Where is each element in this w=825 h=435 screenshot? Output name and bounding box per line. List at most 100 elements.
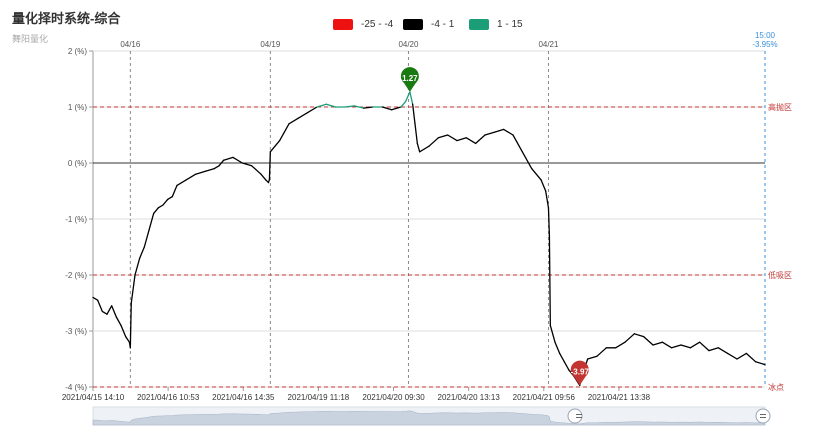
max-point-label: 1.27 — [402, 74, 418, 83]
x-tick-label: 2021/04/21 09:56 — [513, 393, 576, 402]
series-segment — [115, 316, 122, 327]
series-segment — [232, 156, 243, 164]
series-segment — [624, 333, 635, 343]
legend-label-mid: -4 - 1 — [431, 18, 455, 30]
series-segment — [423, 145, 430, 150]
series-segment — [708, 347, 719, 352]
series-segment — [587, 355, 598, 360]
legend-item-mid[interactable]: -4 - 1 — [403, 17, 454, 31]
series-segment — [171, 184, 178, 198]
series-segment — [465, 137, 477, 145]
series-segment — [727, 352, 738, 360]
series-segment — [736, 352, 747, 360]
series-segment — [139, 246, 145, 259]
series-segment — [353, 105, 365, 109]
series-segment — [531, 167, 542, 181]
y-tick-label: 1 (%) — [68, 103, 87, 112]
series-segment — [400, 100, 407, 108]
chart-subtitle: 舞阳量化 — [12, 34, 49, 44]
series-segment — [661, 341, 673, 349]
series-segment — [120, 324, 127, 338]
legend-item-low[interactable]: -25 - -4 — [333, 17, 393, 31]
legend-label-low: -25 - -4 — [361, 18, 394, 30]
series-segment — [428, 137, 439, 147]
series-segment — [596, 347, 607, 357]
max-point-pin — [400, 67, 419, 92]
y-tick-label: -3 (%) — [65, 327, 87, 336]
series-segment — [475, 134, 486, 145]
series-segment — [549, 324, 556, 343]
legend: -25 - -4 -4 - 1 1 - 15 — [0, 17, 825, 31]
series-segment — [717, 347, 729, 355]
series-segment — [547, 207, 551, 237]
series-segment — [241, 162, 253, 167]
series-segment — [419, 148, 425, 153]
x-tick-label: 2021/04/20 13:13 — [438, 393, 501, 402]
legend-swatch-mid — [403, 18, 423, 30]
series-segment — [447, 134, 458, 142]
series-segment — [545, 190, 550, 209]
series-segment — [185, 173, 197, 181]
legend-swatch-high — [469, 18, 489, 30]
series-segment — [101, 310, 108, 315]
series-segment — [540, 179, 547, 192]
series-segment — [130, 274, 136, 304]
series-segment — [521, 151, 533, 170]
series-segment — [106, 305, 113, 315]
series-segment — [745, 352, 757, 363]
series-segment — [548, 235, 551, 327]
series-segment — [134, 257, 141, 276]
series-segment — [325, 103, 337, 108]
slider-handle-start[interactable] — [567, 408, 583, 424]
series-segment — [213, 165, 220, 170]
series-segment — [391, 106, 402, 111]
series-segment — [643, 335, 654, 346]
series-segment — [125, 335, 131, 343]
series-segment — [409, 91, 414, 105]
legend-item-high[interactable]: 1 - 15 — [469, 17, 523, 31]
series-segment — [689, 341, 701, 349]
slider-handle-end[interactable] — [755, 408, 771, 424]
series-segment — [195, 170, 206, 175]
series-segment — [412, 103, 416, 125]
y-tick-label: 2 (%) — [68, 47, 87, 56]
series-segment — [279, 123, 290, 142]
x-tick-label: 2021/04/20 09:30 — [362, 393, 425, 402]
end-marker-value: -3.95% — [752, 40, 777, 49]
series-segment — [484, 131, 495, 136]
series-segment — [153, 207, 159, 215]
y-tick-label: 0 (%) — [68, 159, 87, 168]
zone-label: 高抛区 — [768, 102, 792, 112]
series-segment — [416, 142, 421, 153]
series-segment — [204, 167, 215, 173]
legend-swatch-low — [333, 18, 353, 30]
series-segment — [162, 198, 169, 206]
series-segment — [414, 123, 418, 145]
series-segment — [554, 341, 561, 355]
series-segment — [512, 134, 523, 153]
series-segment — [176, 179, 187, 187]
series-segment — [381, 106, 393, 111]
min-point-pin — [570, 360, 589, 386]
x-tick-label: 2021/04/19 11:18 — [288, 393, 350, 402]
series-segment — [92, 296, 99, 301]
day-label: 04/21 — [538, 40, 559, 49]
series-segment — [563, 361, 570, 371]
series-segment — [615, 341, 626, 349]
legend-label-high: 1 - 15 — [497, 18, 523, 30]
series-segment — [143, 229, 150, 248]
series-segment — [167, 195, 173, 201]
series-segment — [363, 106, 374, 109]
series-segment — [316, 103, 327, 108]
series-segment — [503, 128, 514, 136]
series-segment — [297, 111, 309, 119]
x-tick-label: 2021/04/21 13:38 — [588, 393, 651, 402]
series-segment — [288, 117, 299, 125]
series-segment — [652, 341, 663, 346]
series-segment — [437, 134, 449, 139]
y-tick-label: -2 (%) — [65, 271, 87, 280]
series-segment — [633, 333, 645, 338]
day-label: 04/16 — [120, 40, 141, 49]
series-segment — [148, 212, 155, 231]
